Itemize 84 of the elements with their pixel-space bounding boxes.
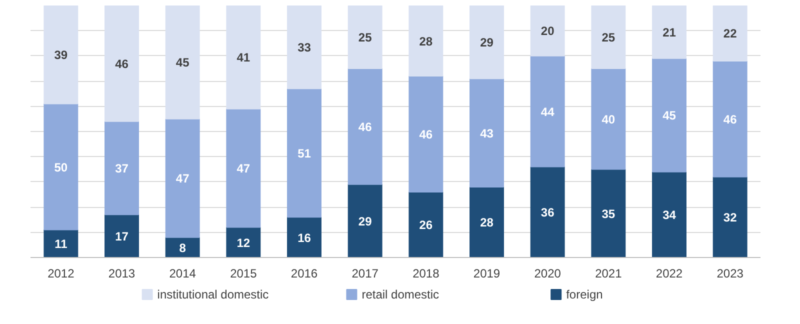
x-tick-label: 2015 xyxy=(230,266,258,280)
data-label: 50 xyxy=(54,160,68,174)
data-label: 40 xyxy=(602,112,616,126)
bar xyxy=(712,6,748,62)
data-label: 44 xyxy=(540,104,555,119)
bar xyxy=(408,6,444,77)
legend-label: retail domestic xyxy=(362,288,440,302)
data-label: 46 xyxy=(723,112,738,126)
bar xyxy=(591,168,626,258)
x-tick-label: 2017 xyxy=(352,266,379,280)
bar xyxy=(287,6,322,90)
x-tick-label: 2018 xyxy=(412,266,440,280)
bar xyxy=(530,6,565,56)
data-label: 22 xyxy=(723,26,738,41)
bar xyxy=(287,216,322,258)
x-tick-label: 2020 xyxy=(534,266,562,280)
bar xyxy=(470,6,504,80)
data-label: 36 xyxy=(540,206,555,220)
data-label: 34 xyxy=(662,208,676,222)
bar xyxy=(348,184,382,258)
data-label: 25 xyxy=(358,30,372,44)
data-label: 45 xyxy=(662,108,676,123)
bar xyxy=(712,176,748,258)
data-label: 39 xyxy=(54,48,68,62)
bar xyxy=(104,214,139,258)
bar xyxy=(226,108,261,228)
legend-label: institutional domestic xyxy=(157,288,269,302)
data-label: 11 xyxy=(54,237,68,252)
x-tick-label: 2014 xyxy=(169,266,196,280)
bar xyxy=(348,6,382,69)
data-label: 51 xyxy=(298,146,312,160)
data-label: 46 xyxy=(419,128,433,142)
data-label: 47 xyxy=(176,172,190,186)
bar xyxy=(348,68,382,185)
bar xyxy=(591,68,626,170)
legend-label: foreign xyxy=(566,288,603,302)
bar xyxy=(44,103,78,230)
data-label: 16 xyxy=(298,230,312,245)
bar xyxy=(104,120,139,216)
data-label: 28 xyxy=(480,216,494,230)
bar xyxy=(530,55,565,168)
data-label: 35 xyxy=(602,206,616,221)
data-label: 12 xyxy=(236,236,250,250)
bar xyxy=(165,6,200,120)
data-label: 20 xyxy=(540,24,555,38)
x-tick-label: 2012 xyxy=(48,266,75,280)
data-label: 32 xyxy=(723,210,738,225)
bar xyxy=(591,6,626,69)
data-label: 26 xyxy=(419,218,433,232)
bar xyxy=(104,6,139,122)
x-tick-label: 2013 xyxy=(108,266,136,280)
bar xyxy=(287,88,322,218)
bar xyxy=(408,191,444,258)
x-tick-label: 2022 xyxy=(656,266,683,280)
data-label: 43 xyxy=(480,126,494,140)
data-label: 37 xyxy=(115,162,129,176)
bar xyxy=(470,186,504,258)
bar xyxy=(165,118,200,238)
data-label: 29 xyxy=(358,214,372,228)
x-tick-label: 2019 xyxy=(473,266,500,280)
bar xyxy=(226,6,261,110)
x-tick-label: 2023 xyxy=(716,266,744,280)
data-label: 25 xyxy=(602,30,616,44)
bar xyxy=(44,6,78,104)
bar xyxy=(652,6,686,59)
bar xyxy=(652,58,686,172)
data-label: 8 xyxy=(179,240,186,255)
data-label: 29 xyxy=(480,36,494,50)
data-label: 17 xyxy=(115,230,129,244)
data-label: 33 xyxy=(298,40,312,55)
data-label: 41 xyxy=(236,50,250,65)
data-label: 46 xyxy=(115,56,129,71)
bar xyxy=(408,76,444,192)
x-tick-label: 2021 xyxy=(595,266,622,280)
bar xyxy=(652,171,686,258)
data-label: 21 xyxy=(662,25,676,40)
bar xyxy=(712,60,748,178)
data-label: 46 xyxy=(358,120,372,134)
bar xyxy=(470,78,504,188)
x-tick-label: 2016 xyxy=(290,266,318,280)
data-label: 47 xyxy=(236,162,250,176)
data-label: 28 xyxy=(419,34,433,48)
bar xyxy=(530,166,565,258)
data-label: 45 xyxy=(176,56,190,70)
